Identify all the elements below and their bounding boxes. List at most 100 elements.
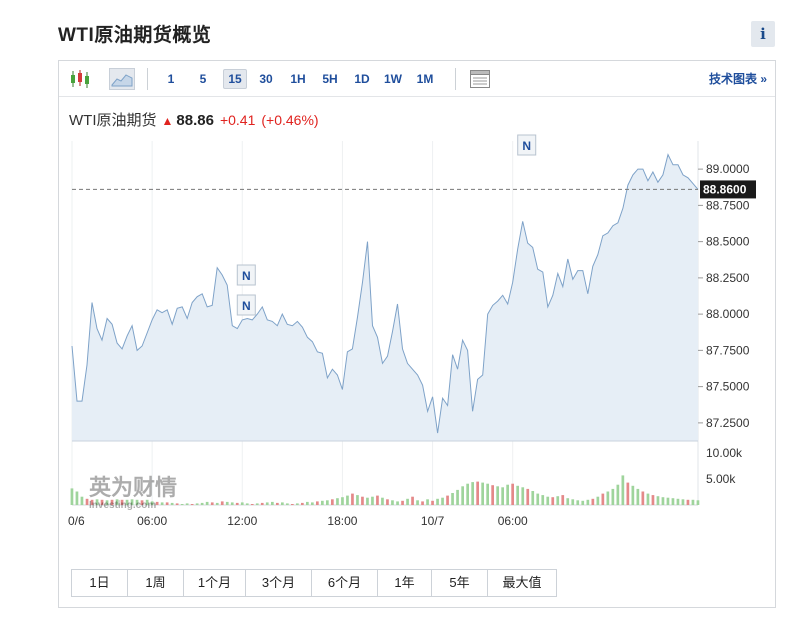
volume-bar (175, 503, 179, 505)
interval-1m[interactable]: 1M (416, 72, 434, 86)
technical-chart-link[interactable]: 技术图表 » (708, 72, 767, 86)
range-5y[interactable]: 5年 (432, 570, 488, 596)
volume-bar (321, 500, 324, 505)
candlestick-icon[interactable] (67, 68, 93, 90)
range-1y[interactable]: 1年 (378, 570, 432, 596)
news-marker-label: N (242, 269, 251, 283)
interval-1[interactable]: 1 (167, 72, 175, 86)
area-chart-icon[interactable] (109, 68, 135, 90)
volume-bar (100, 499, 104, 505)
volume-bar (165, 502, 169, 505)
y-tick-label: 88.2500 (706, 271, 750, 285)
volume-bar (195, 503, 199, 505)
volume-bar (576, 500, 580, 505)
volume-bar (491, 485, 494, 505)
range-max[interactable]: 最大值 (488, 570, 556, 596)
volume-bar (606, 491, 610, 505)
volume-bar (260, 502, 264, 505)
volume-bar (471, 482, 474, 505)
info-button[interactable]: i (751, 21, 775, 47)
interval-1h[interactable]: 1H (290, 72, 306, 86)
volume-bar (286, 503, 289, 505)
volume-bar (311, 502, 314, 505)
volume-bar (506, 484, 509, 505)
volume-bar (686, 499, 690, 505)
volume-bar (130, 499, 134, 505)
volume-bar (125, 499, 129, 505)
volume-bar (586, 499, 590, 505)
range-3m[interactable]: 3个月 (246, 570, 312, 596)
volume-bar (626, 482, 630, 505)
volume-bar (391, 500, 394, 505)
range-1d[interactable]: 1日 (72, 570, 128, 596)
interval-30[interactable]: 30 (259, 72, 273, 86)
toolbar-separator (147, 68, 148, 90)
volume-bar (150, 501, 154, 505)
volume-bar (646, 493, 650, 505)
volume-bar (661, 497, 665, 505)
volume-bar (115, 499, 119, 505)
x-tick-label: 10/7 (421, 514, 445, 528)
price-change-percent: (+0.46%) (261, 112, 319, 128)
volume-bar (551, 497, 555, 505)
interval-15[interactable]: 15 (223, 69, 247, 89)
up-arrow-icon: ▲ (161, 114, 174, 128)
volume-bar (200, 502, 204, 505)
price-change: +0.41 (219, 112, 256, 128)
volume-bar (105, 500, 109, 505)
y-tick-label: 87.7500 (706, 343, 750, 357)
volume-bar (75, 491, 79, 505)
volume-bar (691, 499, 695, 505)
volume-bar (225, 501, 229, 505)
y-tick-label: 88.7500 (706, 198, 750, 212)
volume-bar (481, 482, 484, 505)
volume-bar (651, 495, 655, 505)
range-6m[interactable]: 6个月 (312, 570, 378, 596)
volume-tick-label: 10.00k (706, 446, 743, 460)
range-1m[interactable]: 1个月 (184, 570, 246, 596)
news-marker (236, 294, 256, 316)
volume-bar (381, 497, 384, 505)
y-tick-label: 87.5000 (706, 380, 750, 394)
volume-bar (120, 499, 124, 505)
news-marker-label: N (522, 139, 531, 153)
volume-bar (451, 493, 454, 505)
chart-panel: 1 5 15 30 1H 5H 1D 1W 1M 技术图表 » WTI原油期货 ▲… (58, 60, 776, 608)
volume-bar (366, 497, 369, 505)
volume-bar (501, 487, 504, 505)
volume-bar (431, 500, 434, 505)
interval-5[interactable]: 5 (199, 72, 207, 86)
volume-bar (401, 500, 404, 505)
volume-bar (346, 495, 349, 505)
volume-bar (160, 502, 164, 505)
volume-bar (301, 502, 304, 505)
volume-bar (316, 501, 319, 505)
volume-bar (601, 493, 605, 505)
volume-bar (80, 496, 84, 505)
volume-bar (331, 499, 334, 505)
interval-5h[interactable]: 5H (322, 72, 338, 86)
volume-bar (621, 475, 625, 505)
volume-bar (561, 495, 565, 505)
volume-bar (526, 488, 530, 505)
volume-bar (170, 502, 174, 505)
volume-bar (235, 502, 239, 505)
volume-bar (180, 504, 184, 505)
interval-1d[interactable]: 1D (354, 72, 370, 86)
volume-bar (140, 500, 144, 505)
volume-bar (291, 504, 294, 505)
volume-bar (341, 497, 344, 505)
volume-bar (85, 498, 89, 505)
x-tick-label: 06:00 (137, 514, 167, 528)
volume-bar (95, 499, 99, 505)
volume-bar (155, 501, 159, 505)
volume-bar (476, 481, 479, 505)
table-icon[interactable] (467, 68, 493, 90)
interval-1w[interactable]: 1W (384, 72, 402, 86)
volume-tick-label: 5.00k (706, 472, 736, 486)
volume-bar (376, 495, 379, 505)
range-1w[interactable]: 1周 (128, 570, 184, 596)
volume-bar (516, 485, 519, 505)
x-tick-label: 12:00 (227, 514, 257, 528)
